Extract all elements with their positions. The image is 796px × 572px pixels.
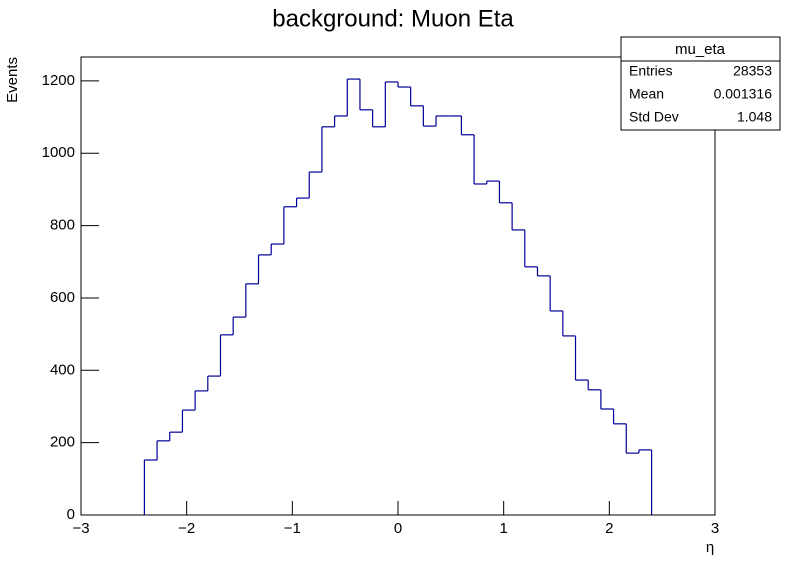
- x-tick-label: 1: [499, 520, 507, 537]
- x-tick-label: −2: [178, 520, 195, 537]
- stats-key: Mean: [629, 86, 664, 102]
- stats-key: Entries: [629, 63, 673, 79]
- y-axis-label: Events: [4, 57, 21, 103]
- stats-value: 0.001316: [714, 86, 773, 102]
- chart-title: background: Muon Eta: [272, 5, 514, 32]
- x-tick-label: −3: [72, 520, 89, 537]
- plot-frame: [80, 56, 716, 516]
- y-tick-label: 600: [50, 289, 75, 306]
- x-tick-label: −1: [284, 520, 301, 537]
- y-tick-label: 200: [50, 434, 75, 451]
- y-tick-label: 0: [67, 506, 75, 523]
- x-tick-label: 0: [394, 520, 402, 537]
- stats-key: Std Dev: [629, 109, 679, 125]
- y-tick-label: 400: [50, 361, 75, 378]
- stats-title: mu_eta: [675, 41, 726, 58]
- stats-frame: [620, 36, 781, 131]
- stats-value: 28353: [733, 63, 772, 79]
- x-tick-label: 2: [605, 520, 613, 537]
- x-tick-label: 3: [711, 520, 719, 537]
- stats-box: mu_eta Entries 28353 Mean 0.001316 Std D…: [620, 36, 781, 131]
- x-axis-label: η: [706, 539, 714, 556]
- stats-value: 1.048: [737, 109, 772, 125]
- y-tick-label: 1200: [42, 72, 75, 89]
- y-tick-label: 800: [50, 217, 75, 234]
- y-tick-label: 1000: [42, 144, 75, 161]
